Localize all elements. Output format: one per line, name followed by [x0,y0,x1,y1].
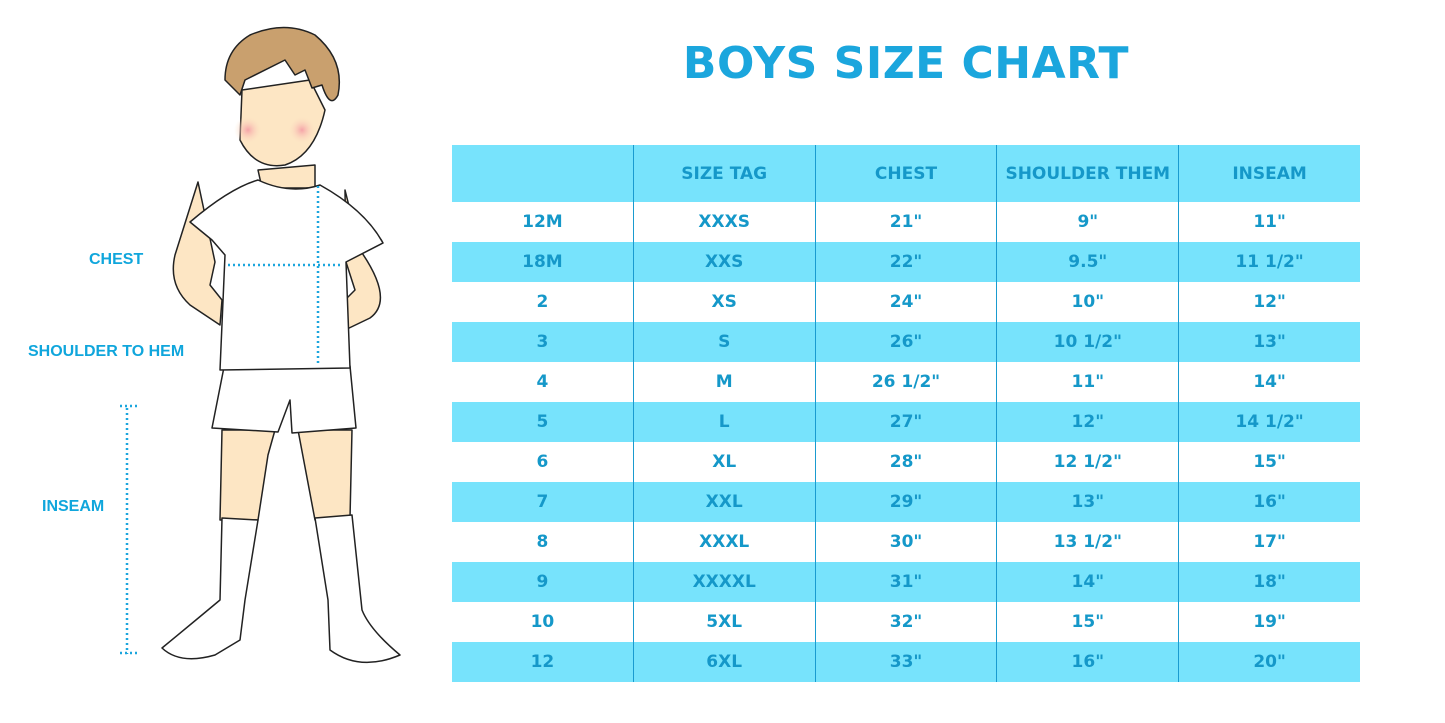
table-cell: 19" [1253,612,1286,632]
table-cell: XS [634,282,816,322]
table-row: 12M XXXS 21" 9" 11" [452,202,1360,242]
table-cell: 31" [816,562,998,602]
table-row: 8 XXXL 30" 13 1/2" 17" [452,522,1360,562]
table-cell: 5 [452,402,634,442]
table-cell: 30" [816,522,998,562]
table-cell: 7 [452,482,634,522]
header-cell: SIZE TAG [634,145,816,202]
chest-label: CHEST [89,251,144,268]
table-cell: 16" [997,642,1180,682]
table-cell: 2 [452,282,634,322]
table-cell: 13" [1253,332,1286,352]
table-cell: 12 [452,642,634,682]
table-cell: 4 [452,362,634,402]
table-cell: 24" [816,282,998,322]
table-cell: 26" [816,322,998,362]
table-cell: L [634,402,816,442]
table-cell: XL [634,442,816,482]
table-row: 3 S 26" 10 1/2" 13" [452,322,1360,362]
table-cell: 14" [1253,372,1286,392]
table-row: 18M XXS 22" 9.5" 11 1/2" [452,242,1360,282]
table-cell: 15" [1253,452,1286,472]
table-row: 9 XXXXL 31" 14" 18" [452,562,1360,602]
shoulder-to-hem-label: SHOULDER TO HEM [28,343,185,360]
table-cell: 22" [816,242,998,282]
table-cell: 21" [816,202,998,242]
table-cell: 17" [1253,532,1286,552]
table-cell: 33" [816,642,998,682]
table-cell: XXXXL [634,562,816,602]
table-cell: XXS [634,242,816,282]
table-cell: XXL [634,482,816,522]
table-row: 5 L 27" 12" 14 1/2" [452,402,1360,442]
table-cell: XXXS [634,202,816,242]
header-cell: INSEAM [1232,163,1307,184]
page-title: BOYS SIZE CHART [682,38,1130,89]
table-row: 10 5XL 32" 15" 19" [452,602,1360,642]
table-cell: 8 [452,522,634,562]
table-cell: 32" [816,602,998,642]
table-cell: 16" [1253,492,1286,512]
table-cell: 9" [997,202,1180,242]
table-cell: 6XL [634,642,816,682]
table-cell: 14 1/2" [1235,412,1304,432]
table-cell: S [634,322,816,362]
table-cell: XXXL [634,522,816,562]
table-row: 2 XS 24" 10" 12" [452,282,1360,322]
header-cell [452,145,634,202]
table-cell: 15" [997,602,1180,642]
boy-figure-illustration [120,26,401,664]
table-cell: 9.5" [997,242,1180,282]
table-cell: 12M [452,202,634,242]
table-cell: 11" [997,362,1180,402]
table-cell: 10" [997,282,1180,322]
table-cell: 10 [452,602,634,642]
table-cell: 12" [997,402,1180,442]
table-cell: 11" [1253,212,1286,232]
table-cell: 9 [452,562,634,602]
table-cell: 12" [1253,292,1286,312]
table-cell: 18M [452,242,634,282]
header-cell: SHOULDER THEM [997,145,1180,202]
table-cell: 29" [816,482,998,522]
table-cell: 11 1/2" [1235,252,1304,272]
table-cell: 3 [452,322,634,362]
size-table: SIZE TAG CHEST SHOULDER THEM INSEAM 12M X… [452,145,1360,682]
table-row: 6 XL 28" 12 1/2" 15" [452,442,1360,482]
inseam-label: INSEAM [42,498,105,515]
table-cell: 6 [452,442,634,482]
table-cell: 13" [997,482,1180,522]
table-cell: 10 1/2" [997,322,1180,362]
table-cell: 13 1/2" [997,522,1180,562]
table-row: 7 XXL 29" 13" 16" [452,482,1360,522]
table-cell: 5XL [634,602,816,642]
table-cell: 27" [816,402,998,442]
table-cell: 18" [1253,572,1286,592]
table-cell: 20" [1253,652,1286,672]
table-cell: 12 1/2" [997,442,1180,482]
table-header-row: SIZE TAG CHEST SHOULDER THEM INSEAM [452,145,1360,202]
table-row: 4 M 26 1/2" 11" 14" [452,362,1360,402]
header-cell: CHEST [816,145,998,202]
table-cell: M [634,362,816,402]
table-cell: 28" [816,442,998,482]
table-cell: 26 1/2" [816,362,998,402]
table-cell: 14" [997,562,1180,602]
table-row: 12 6XL 33" 16" 20" [452,642,1360,682]
